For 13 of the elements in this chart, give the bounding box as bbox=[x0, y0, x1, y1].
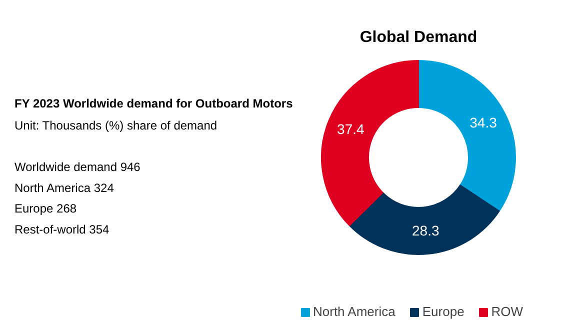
text: Europe 268 bbox=[14, 202, 77, 216]
text: Rest-of-world 354 bbox=[14, 222, 110, 236]
text: North America 324 bbox=[14, 180, 114, 195]
text: Unit: Thousands (%) share of demand bbox=[14, 118, 218, 132]
data-label: 28.3 bbox=[412, 222, 440, 239]
data-label: 37.4 bbox=[337, 121, 365, 138]
text: Worldwide demand 946 bbox=[14, 160, 141, 174]
chart-title: Global Demand bbox=[360, 29, 478, 46]
text: FY 2023 Worldwide demand for Outboard Motors bbox=[14, 96, 294, 110]
legend-label: Europe bbox=[422, 304, 464, 319]
data-label: 34.3 bbox=[470, 114, 498, 131]
legend-label: ROW bbox=[491, 304, 524, 319]
legend-label: North America bbox=[313, 304, 396, 319]
